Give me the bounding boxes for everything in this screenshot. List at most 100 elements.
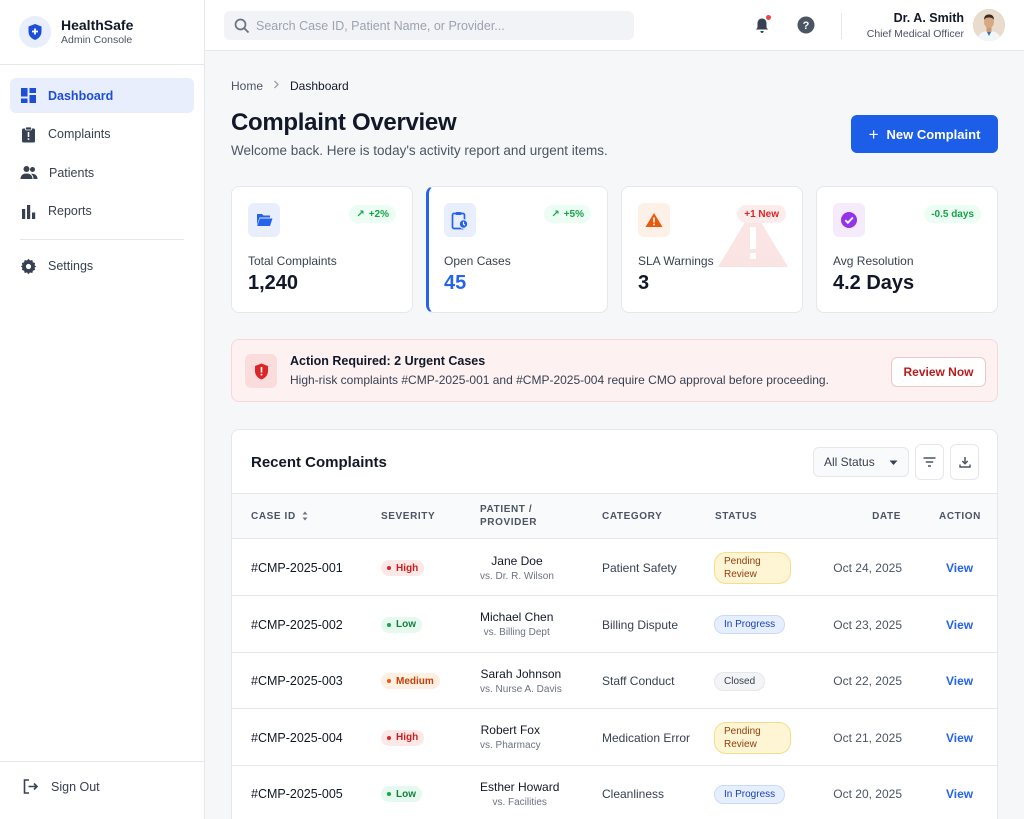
status-filter-select[interactable]: All Status — [813, 447, 909, 477]
breadcrumb-home-link[interactable]: Home — [231, 79, 264, 93]
severity-badge: Low — [381, 616, 422, 633]
stat-value: 45 — [444, 272, 467, 294]
sidebar-item-label: Dashboard — [48, 88, 114, 103]
table-row[interactable]: #CMP-2025-004 High Robert Fox vs. Pharmacy M… — [232, 710, 997, 766]
check-circle-icon — [833, 203, 865, 237]
sidebar-item-settings[interactable]: Settings — [10, 249, 194, 284]
folder-open-icon — [248, 203, 280, 237]
case-id: #CMP-2025-001 — [251, 561, 343, 575]
topbar-divider — [841, 13, 842, 39]
view-link[interactable]: View — [946, 787, 974, 801]
warning-icon — [638, 203, 670, 237]
sidebar: HealthSafe Admin Console Dashboard Compl… — [0, 0, 205, 819]
sidebar-item-complaints[interactable]: Complaints — [10, 117, 194, 152]
severity-dot — [387, 679, 391, 683]
table-row[interactable]: #CMP-2025-003 Medium Sarah Johnson vs. Nurs… — [232, 653, 997, 709]
notifications-button[interactable] — [751, 14, 773, 36]
status-cell: Pending Review — [714, 710, 791, 766]
category: Billing Dispute — [602, 617, 679, 632]
date: Oct 24, 2025 — [833, 561, 902, 575]
stat-card-sla-warnings[interactable]: +1 New SLA Warnings 3 — [621, 186, 803, 313]
provider-name: vs. Dr. R. Wilson — [480, 570, 554, 582]
review-now-button[interactable]: Review Now — [891, 357, 986, 387]
trend-badge: +1 New — [737, 205, 786, 223]
category: Medication Error — [602, 730, 691, 745]
table-row[interactable]: #CMP-2025-005 Low Esther Howard vs. Facilit… — [232, 766, 997, 819]
stat-card-avg-resolution[interactable]: -0.5 days Avg Resolution 4.2 Days — [816, 186, 998, 313]
clipboard-alert-icon — [22, 126, 35, 142]
clipboard-clock-icon — [444, 203, 476, 237]
patient-provider-cell: Robert Fox vs. Pharmacy — [480, 710, 541, 766]
stat-value: 1,240 — [248, 272, 299, 294]
user-info[interactable]: Dr. A. Smith Chief Medical Officer — [867, 10, 964, 41]
date: Oct 22, 2025 — [833, 674, 902, 688]
sort-icon — [302, 511, 308, 521]
column-header-case-id[interactable]: Case ID — [251, 494, 308, 538]
date: Oct 20, 2025 — [833, 787, 902, 801]
bar-chart-icon — [22, 204, 36, 219]
patient-name: Michael Chen — [480, 610, 554, 624]
new-complaint-button[interactable]: + New Complaint — [851, 115, 998, 153]
view-link[interactable]: View — [946, 674, 974, 688]
category-cell: Medication Error — [602, 710, 692, 766]
alert-message: High-risk complaints #CMP-2025-001 and #… — [290, 373, 829, 387]
stat-card-open-cases[interactable]: ↗ +5% Open Cases 45 — [426, 186, 608, 313]
stat-card-total-complaints[interactable]: ↗ +2% Total Complaints 1,240 — [231, 186, 413, 313]
notification-dot — [766, 15, 771, 20]
sidebar-item-reports[interactable]: Reports — [10, 194, 194, 229]
help-button[interactable]: ? — [795, 14, 817, 36]
filter-icon — [923, 457, 936, 467]
trend-badge: ↗ +2% — [349, 205, 396, 223]
shield-logo-icon — [19, 16, 51, 48]
severity-cell: Low — [381, 597, 422, 653]
trend-value: +2% — [368, 208, 389, 220]
sidebar-item-label: Settings — [48, 259, 94, 273]
provider-name: vs. Billing Dept — [483, 627, 550, 638]
sidebar-divider — [0, 64, 205, 65]
view-link[interactable]: View — [946, 617, 974, 632]
view-link-cell: View — [946, 597, 973, 653]
severity-dot — [387, 566, 391, 570]
search-icon — [234, 18, 250, 33]
date: Oct 21, 2025 — [833, 730, 902, 745]
sidebar-item-patients[interactable]: Patients — [10, 155, 194, 190]
table-row[interactable]: #CMP-2025-001 High Jane Doe vs. Dr. R. Wils… — [232, 540, 997, 596]
search-bar[interactable] — [224, 11, 634, 40]
column-header-date: Date — [872, 510, 901, 522]
dashboard-icon — [21, 88, 36, 103]
view-link[interactable]: View — [946, 561, 974, 575]
search-input[interactable] — [256, 18, 616, 33]
severity-label: Low — [396, 788, 416, 800]
severity-label: High — [396, 562, 419, 574]
severity-cell: High — [381, 540, 425, 596]
topbar: ? Dr. A. Smith Chief Medical Officer — [205, 0, 1024, 51]
breadcrumb: Home Dashboard — [231, 79, 349, 93]
sign-out-button[interactable]: Sign Out — [22, 778, 100, 795]
status-badge: In Progress — [714, 615, 786, 634]
user-name: Dr. A. Smith — [893, 11, 964, 25]
category-cell: Cleanliness — [602, 766, 692, 819]
sidebar-item-dashboard[interactable]: Dashboard — [10, 78, 194, 113]
user-role: Chief Medical Officer — [866, 28, 964, 40]
avatar[interactable] — [973, 9, 1005, 41]
stat-label: SLA Warnings — [638, 254, 714, 268]
sidebar-item-label: Patients — [49, 165, 95, 180]
patient-provider-cell: Michael Chen vs. Billing Dept — [480, 597, 553, 653]
category-cell: Billing Dispute — [602, 597, 692, 653]
alert-shield-icon — [245, 354, 277, 388]
stat-label: Open Cases — [444, 254, 511, 268]
brand-subtitle: Admin Console — [61, 34, 133, 46]
download-button[interactable] — [950, 444, 979, 480]
filter-button[interactable] — [915, 444, 944, 480]
sidebar-item-label: Reports — [48, 204, 92, 218]
status-cell: In Progress — [714, 766, 786, 819]
view-link[interactable]: View — [946, 730, 974, 745]
patient-provider-cell: Jane Doe vs. Dr. R. Wilson — [480, 540, 554, 596]
stat-label: Total Complaints — [248, 254, 337, 268]
gear-icon — [20, 258, 37, 274]
patient-name: Jane Doe — [491, 553, 543, 568]
help-icon: ? — [797, 16, 815, 34]
table-row[interactable]: #CMP-2025-002 Low Michael Chen vs. Billing … — [232, 597, 997, 653]
column-header-action: Action — [939, 510, 981, 522]
case-id: #CMP-2025-004 — [251, 730, 343, 745]
